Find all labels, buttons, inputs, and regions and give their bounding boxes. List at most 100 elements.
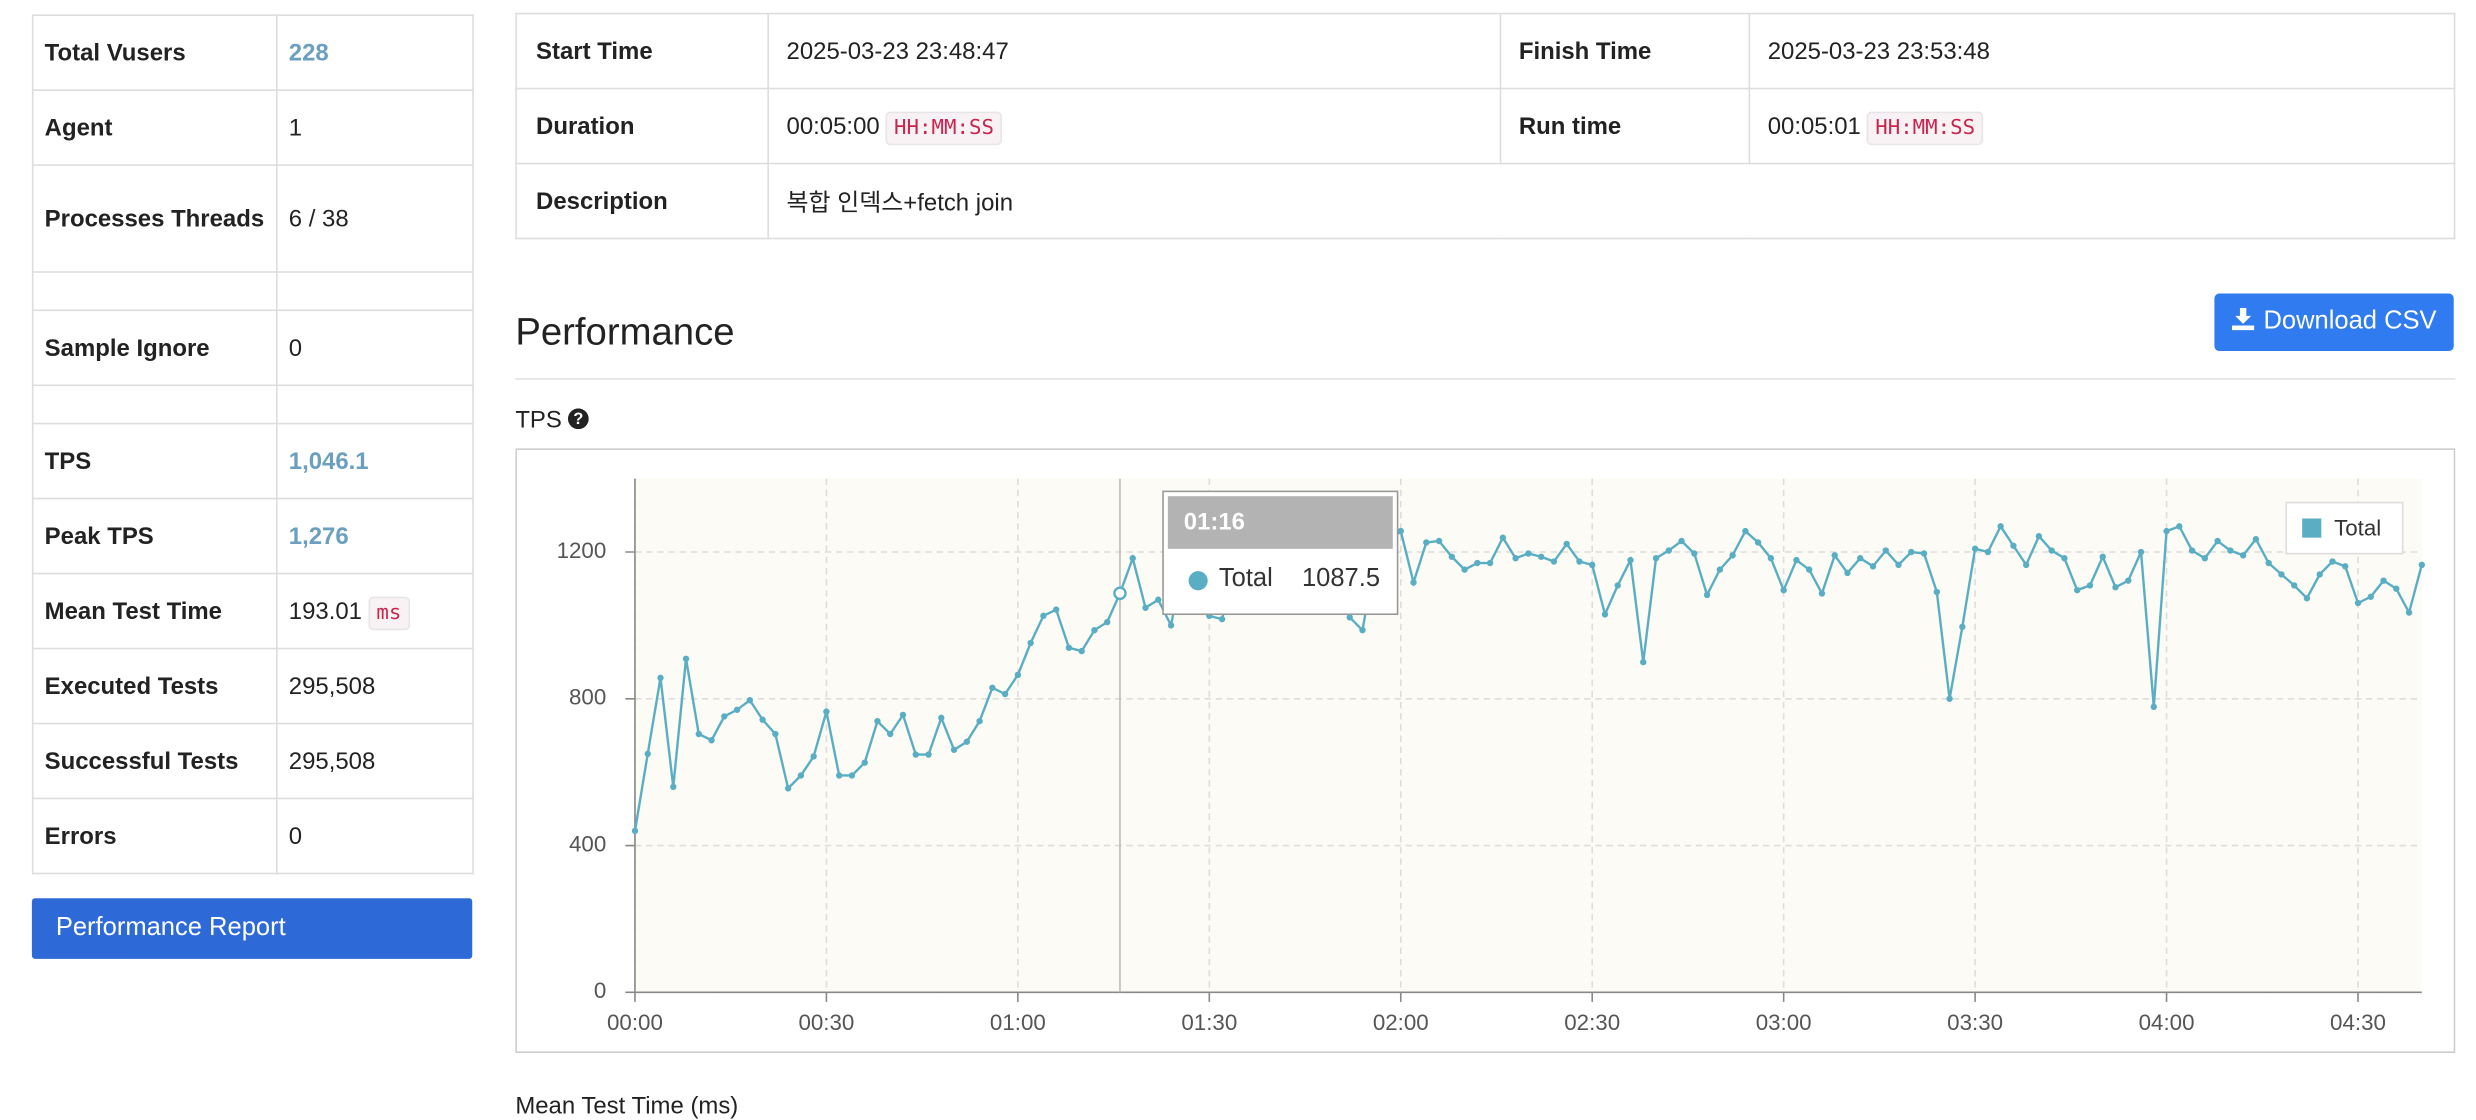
value: 복합 인덱스+fetch join [767,162,2456,240]
label: Description [515,162,769,240]
data-point [1576,558,1583,565]
help-icon[interactable]: ? [568,408,590,430]
value: 193.01 [288,597,362,625]
value: 6 / 38 [276,164,474,273]
x-tick-label: 01:30 [1181,1010,1237,1035]
data-point [797,772,805,779]
data-point [1486,559,1494,567]
x-tick-label: 00:00 [607,1010,663,1035]
data-point [1001,690,1009,698]
tooltip: 01:16 Total 1087.5 [1162,490,1399,616]
data-point [1589,561,1596,569]
legend-label: Total [2334,516,2381,541]
performance-report-button[interactable]: Performance Report [31,898,473,959]
data-point [1780,586,1787,594]
data-point [2393,585,2400,592]
data-point [963,738,971,745]
tooltip-series: Total [1219,564,1273,592]
value: 1 [276,89,474,166]
data-point [682,655,690,662]
tooltip-value: 1087.5 [1302,564,1380,592]
data-point [1767,555,1775,562]
data-point [1691,550,1698,557]
svg-text:?: ? [574,410,584,428]
data-point [1155,596,1162,603]
legend-swatch [2302,518,2322,538]
value[interactable]: 228 [276,14,474,91]
label: Sample Ignore [31,309,278,387]
data-point [746,697,754,704]
data-point [2137,548,2145,556]
value: 0 [276,797,474,875]
data-point [2367,593,2374,600]
data-point [2239,552,2247,559]
data-point [810,753,817,760]
y-tick-label: 1200 [557,538,607,563]
data-point [1167,622,1175,629]
data-point [1499,534,1507,541]
label: Errors [31,797,278,875]
x-tick-label: 01:00 [990,1010,1046,1035]
data-point [2214,537,2221,545]
data-point [644,750,651,758]
data-point [2188,547,2196,554]
data-point [874,717,881,725]
data-point [925,751,932,758]
data-point [2303,595,2311,602]
data-point [1397,527,1404,535]
download-csv-button[interactable]: Download CSV [2214,293,2454,351]
label: Successful Tests [31,722,278,800]
data-point [1550,558,1558,565]
y-tick-label: 400 [569,831,606,856]
data-point [1461,566,1468,573]
data-point [989,684,996,691]
value-cell: 00:05:00 HH:MM:SS [767,87,1502,165]
value: 2025-03-23 23:48:47 [767,12,1502,90]
data-point [950,746,958,753]
data-point [1895,561,1902,569]
data-point [657,674,664,682]
data-point [1091,626,1098,634]
x-tick-label: 02:00 [1373,1010,1429,1035]
data-point [1027,639,1034,647]
value-cell: 193.01 ms [276,572,474,650]
data-point [2278,571,2285,578]
data-point [1869,563,1877,570]
y-tick-label: 0 [594,978,606,1003]
data-point [1678,537,1685,545]
data-point [1946,695,1953,702]
chart-heading: TPS? [515,407,590,434]
value: 0 [276,309,474,387]
x-tick-label: 02:30 [1564,1010,1620,1035]
label: Start Time [515,12,769,90]
tooltip-header [1167,496,1393,549]
data-point [1703,591,1711,599]
data-point [2354,599,2362,607]
value: 1,276 [276,497,474,575]
divider [515,378,2456,380]
data-point [2074,586,2081,594]
summary-table: Total Vusers 228 Agent 1 Processes Threads… [31,14,474,875]
data-point [1065,644,1073,651]
data-point [1984,548,1992,556]
data-point [2035,533,2043,540]
data-point [1563,540,1570,548]
value: 295,508 [276,647,474,725]
section-title: Performance [515,311,735,355]
data-point [1640,658,1647,666]
value: 00:05:01 [1767,112,1861,140]
data-point [759,716,766,723]
data-point [1435,537,1443,545]
value: 295,508 [276,722,474,800]
y-tick-label: 800 [569,685,606,710]
data-point [784,785,792,792]
x-tick-label: 03:30 [1947,1010,2003,1035]
data-point [2405,609,2413,616]
tps-chart: 0 400 800 1200 00:00 00:30 01:00 01:30 02:00 02:3… [515,448,2456,1053]
tooltip-title: 01:16 [1184,509,1245,536]
data-point [1959,623,1966,631]
plot-area [634,478,2422,993]
data-point [1997,523,2004,530]
data-point [1014,671,1022,679]
data-point [1040,612,1047,620]
